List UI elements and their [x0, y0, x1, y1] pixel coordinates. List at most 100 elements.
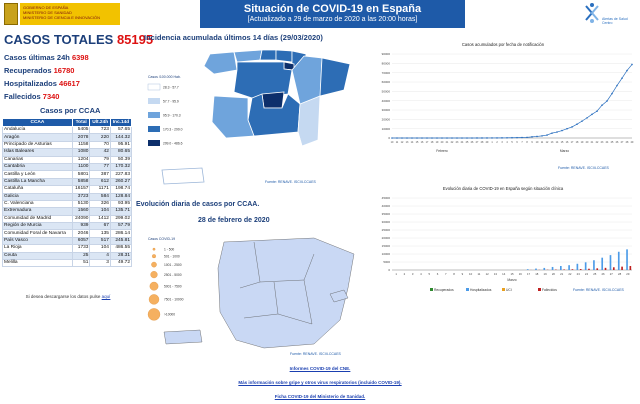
cell-ult24h: 79	[89, 155, 111, 164]
table-row: Región de Murcia 939 67 57.79	[2, 222, 133, 231]
cell-total: 1733	[71, 244, 91, 253]
region-pais-vasco	[275, 49, 293, 63]
table-row: Aragón 2078 220 144.32	[2, 133, 133, 142]
chart2-xtick-label: 3	[412, 272, 414, 276]
cell-ult24h: 220	[89, 133, 111, 142]
cell-ult24h: 723	[89, 125, 111, 135]
chart2-xtick-label: 22	[568, 272, 572, 276]
legend-swatch-4	[148, 126, 160, 132]
chart1-xtick-label: 19	[436, 141, 439, 144]
cell-ult24h: 77	[89, 162, 111, 172]
chart1-xtick-label: 25	[611, 141, 614, 144]
cell-ult24h: 1171	[89, 185, 111, 194]
islands-baleares	[329, 289, 349, 303]
chart1-xtick-label: 19	[581, 141, 584, 144]
chart1-point	[576, 123, 578, 126]
chart1-point	[546, 134, 548, 136]
chart1-point	[626, 69, 628, 72]
cell-total: 5801	[71, 170, 91, 179]
chart1-xtick-label: 14	[411, 141, 414, 144]
chart1-point	[606, 100, 608, 102]
chart2-xtick-label: 5	[428, 272, 430, 276]
legend-bubble	[149, 281, 159, 291]
chart1-point	[631, 63, 633, 66]
chart1-point	[441, 137, 443, 139]
chart1-point	[541, 135, 543, 137]
islands-canarias	[163, 329, 203, 345]
cell-ult24h: 67	[89, 222, 111, 231]
legend-label-2: 57.7 - 95.9	[163, 100, 179, 104]
table-body: Andalucía 5405 723 57.65 Aragón 2078 220 144.32…	[2, 125, 133, 268]
legend-bubble-label: 5001 - 7500	[164, 284, 182, 288]
col-ult24h: Ult.24h	[89, 118, 111, 127]
gov-line-2: MINISTERIO DE SANIDAD	[23, 10, 72, 15]
legend-label-1: 28.3 - 57.7	[163, 86, 179, 90]
cell-ccaa: Cantabria	[2, 162, 73, 172]
cell-total: 24090	[71, 214, 91, 224]
chart1-title: Casos acumulados por fecha de notificaci…	[462, 42, 545, 47]
chart2-bar-hospitalizados	[593, 260, 595, 270]
chart1-xtick-label: 10	[536, 141, 539, 144]
chart1-xtick-label: 23	[456, 141, 459, 144]
legend-swatch-2	[148, 98, 160, 104]
chart1-xtick-label: 4	[506, 141, 508, 144]
footer-link-row-3: Ficha COVID-19 del Ministerio de Sanidad…	[0, 394, 640, 399]
chart1-point	[556, 131, 558, 133]
cell-total: 51	[71, 259, 91, 268]
chart1-ytick-label: 60000	[382, 80, 391, 84]
chart1-xtick-label: 1	[491, 141, 493, 144]
chart1-point	[486, 137, 488, 139]
chart1-point	[596, 110, 598, 112]
cell-total: 1158	[71, 140, 91, 150]
ministry-sheet-link[interactable]: Ficha COVID-19 del Ministerio de Sanidad…	[274, 394, 366, 399]
chart1-xtick-label: 29	[486, 141, 489, 144]
chart1-point	[461, 137, 463, 139]
clinical-status-chart-svg: Evolución diaria de COVID-19 en España s…	[382, 186, 632, 292]
chart1-point	[516, 136, 518, 139]
legend-bubble	[150, 271, 158, 279]
table-row: Cataluña 16157 1171 198.74	[2, 185, 133, 194]
cell-ccaa: Melilla	[2, 259, 73, 268]
chart2-bar-hospitalizados	[568, 265, 570, 270]
cell-ccaa: País Vasco	[2, 236, 73, 246]
cell-ult24h: 584	[89, 192, 111, 201]
chart2-legend-swatch	[430, 288, 433, 291]
cell-total: 1560	[71, 207, 91, 216]
chart2-ytick-label: 30000	[382, 220, 391, 224]
cell-ult24h: 517	[89, 236, 111, 246]
chart1-xtick-label: 22	[596, 141, 599, 144]
cell-inc14d: 50.39	[109, 155, 133, 164]
chart2-xtick-label: 29	[626, 272, 630, 276]
cne-reports-link[interactable]: Informes COVID-19 del CNE.	[289, 366, 351, 371]
map2-regions	[163, 237, 355, 349]
chart2-ytick-label: 40000	[382, 204, 391, 208]
table-row: Cantabria 1100 77 170.32	[2, 162, 133, 172]
download-link[interactable]: aquí	[101, 294, 111, 299]
chart1-xtick-label: 18	[576, 141, 579, 144]
chart2-bar-fallecidos	[563, 269, 565, 270]
chart1-point	[431, 137, 433, 139]
chart1-xtick-label: 20	[441, 141, 444, 144]
hospitalized: Hospitalizados 46617	[4, 79, 80, 88]
hospitalized-label: Hospitalizados	[4, 79, 57, 88]
chart1-xtick-label: 17	[426, 141, 429, 144]
chart2-xtick-label: 14	[502, 272, 506, 276]
chart2-legend-label: Recuperados	[434, 288, 454, 292]
chart2-xtick-label: 23	[577, 272, 581, 276]
chart2-bar-hospitalizados	[551, 266, 554, 270]
chart2-bar-fallecidos	[571, 269, 574, 270]
cell-inc14d: 49.72	[109, 259, 133, 268]
cell-inc14d: 198.74	[109, 185, 133, 194]
chart1-point	[601, 104, 603, 107]
respiratory-virus-link[interactable]: Más información sobre gripe y otros viru…	[238, 380, 402, 385]
chart2-bar-hospitalizados	[617, 251, 620, 270]
chart1-ytick-label: 50000	[382, 90, 391, 94]
table-row: País Vasco 6057 517 245.81	[2, 236, 133, 246]
chart1-point	[506, 136, 508, 139]
chart2-bar-hospitalizados	[576, 263, 579, 270]
chart1-ytick-label: 10000	[382, 127, 391, 131]
chart2-xtick-label: 6	[437, 272, 439, 276]
deaths-value: 7340	[42, 92, 60, 101]
chart2-xtick-label: 2	[404, 272, 406, 276]
chart2-xtick-label: 17	[527, 272, 531, 276]
